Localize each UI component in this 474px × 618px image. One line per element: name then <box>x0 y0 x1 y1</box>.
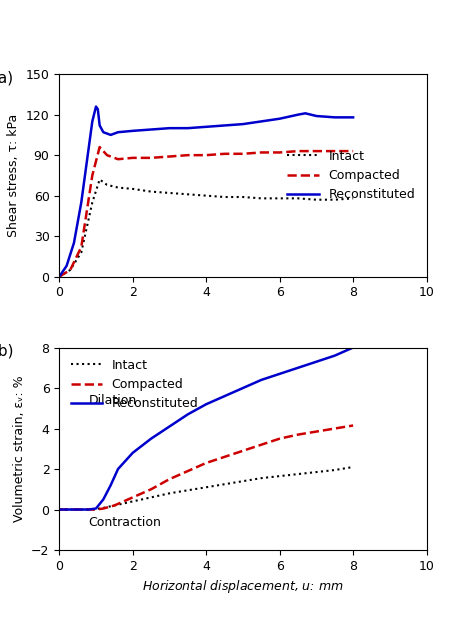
Text: Contraction: Contraction <box>89 515 162 529</box>
Text: (b): (b) <box>0 344 15 358</box>
Y-axis label: Shear stress, τ: kPa: Shear stress, τ: kPa <box>7 114 20 237</box>
Y-axis label: Volumetric strain, εᵥ: %: Volumetric strain, εᵥ: % <box>13 376 26 522</box>
Legend: Intact, Compacted, Reconstituted: Intact, Compacted, Reconstituted <box>65 353 203 415</box>
Text: (a): (a) <box>0 70 14 85</box>
Text: Dilation: Dilation <box>89 394 137 407</box>
Legend: Intact, Compacted, Reconstituted: Intact, Compacted, Reconstituted <box>283 145 420 206</box>
X-axis label: Horizontal displacement, $u$: mm: Horizontal displacement, $u$: mm <box>142 578 344 595</box>
